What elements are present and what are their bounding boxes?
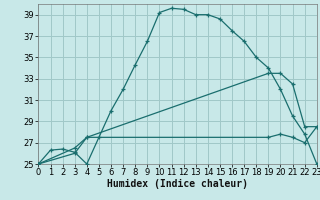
X-axis label: Humidex (Indice chaleur): Humidex (Indice chaleur) — [107, 179, 248, 189]
